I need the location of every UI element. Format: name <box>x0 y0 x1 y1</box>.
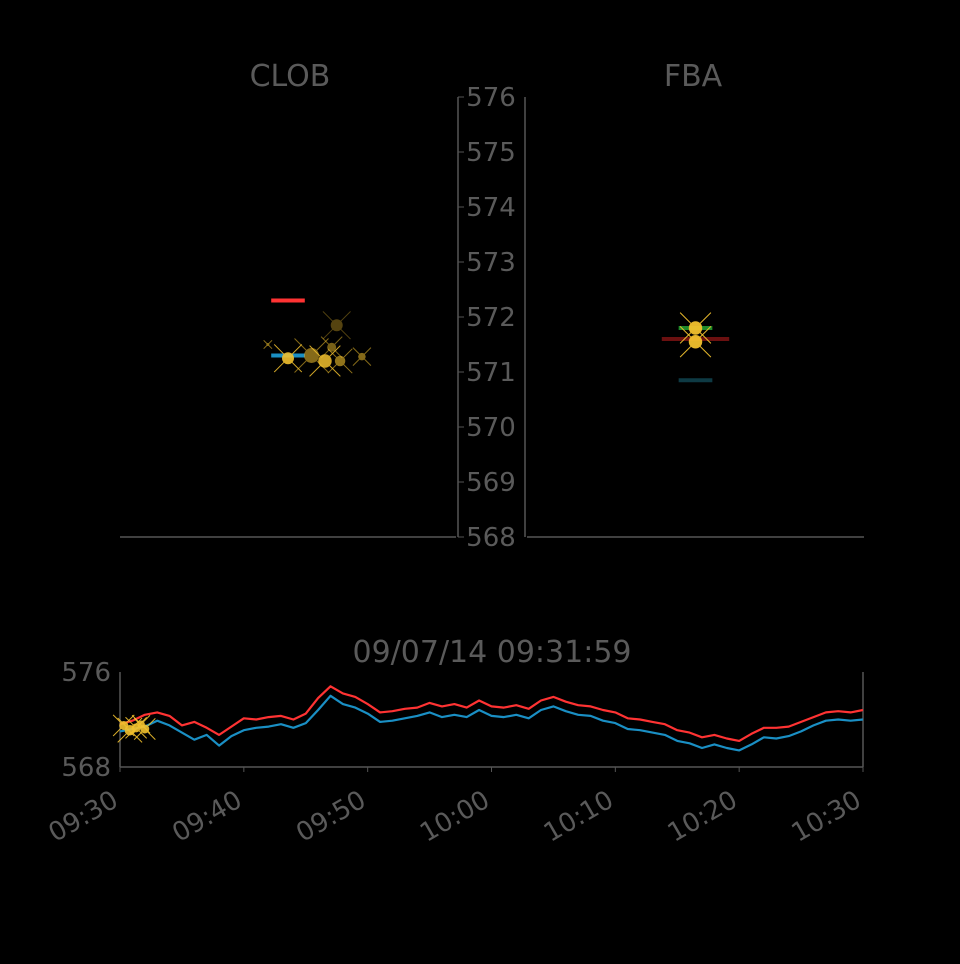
price-tick-label-568: 568 <box>466 523 516 553</box>
timeline-y-tick-label-568: 568 <box>61 753 111 783</box>
clob-trade-marker-7 <box>352 347 372 366</box>
price-tick-label-574: 574 <box>466 193 516 223</box>
clob-trade-marker-0-dot <box>266 343 270 346</box>
clob-trade-marker-7-dot <box>358 352 366 361</box>
clob-trade-marker-5-x2 <box>322 311 351 340</box>
fba-trade-marker-1 <box>679 325 712 358</box>
fba-trade-marker-0 <box>679 312 712 344</box>
clob-trade-marker-2-dot <box>304 348 320 363</box>
clob-trade-marker-6-dot <box>334 355 346 367</box>
fba-trade-marker-1-dot <box>688 335 703 349</box>
clob-panel-title: CLOB <box>250 59 331 94</box>
timeline-series-bid <box>119 694 864 752</box>
timeline-series-ask <box>119 685 864 743</box>
price-tick-label-571: 571 <box>466 358 516 388</box>
clob-trade-marker-5-x1 <box>322 311 351 340</box>
price-tick-label-576: 576 <box>466 83 516 113</box>
clob-trade-marker-0 <box>263 339 273 350</box>
clob-trade-marker-4 <box>320 336 343 359</box>
clob-trade-marker-1-dot <box>282 352 294 365</box>
timeline-trade-marker-4-dot <box>140 724 150 734</box>
clob-trade-marker-5-dot <box>330 319 343 332</box>
price-tick-label-573: 573 <box>466 248 516 278</box>
price-tick-label-572: 572 <box>466 303 516 333</box>
timeline-trade-marker-4 <box>133 718 156 740</box>
clob-trade-marker-3-dot <box>318 354 332 368</box>
timeline-y-tick-label-576: 576 <box>61 658 111 688</box>
clob-trade-marker-6 <box>327 348 353 374</box>
clob-trade-marker-5 <box>322 311 351 340</box>
timeline-panel-title: 09/07/14 09:31:59 <box>352 635 631 670</box>
fba-trade-marker-0-dot <box>688 321 703 335</box>
price-tick-label-575: 575 <box>466 138 516 168</box>
price-tick-label-569: 569 <box>466 468 516 498</box>
price-tick-label-570: 570 <box>466 413 516 443</box>
shared-price-axis: 568 569 570 571 572 573 574 575 576 <box>457 83 526 553</box>
fba-panel-title: FBA <box>664 59 723 94</box>
fba-panel <box>527 312 864 538</box>
clob-panel <box>120 298 456 538</box>
clob-trade-marker-4-dot <box>327 342 337 352</box>
clob-trade-marker-1 <box>273 344 303 373</box>
